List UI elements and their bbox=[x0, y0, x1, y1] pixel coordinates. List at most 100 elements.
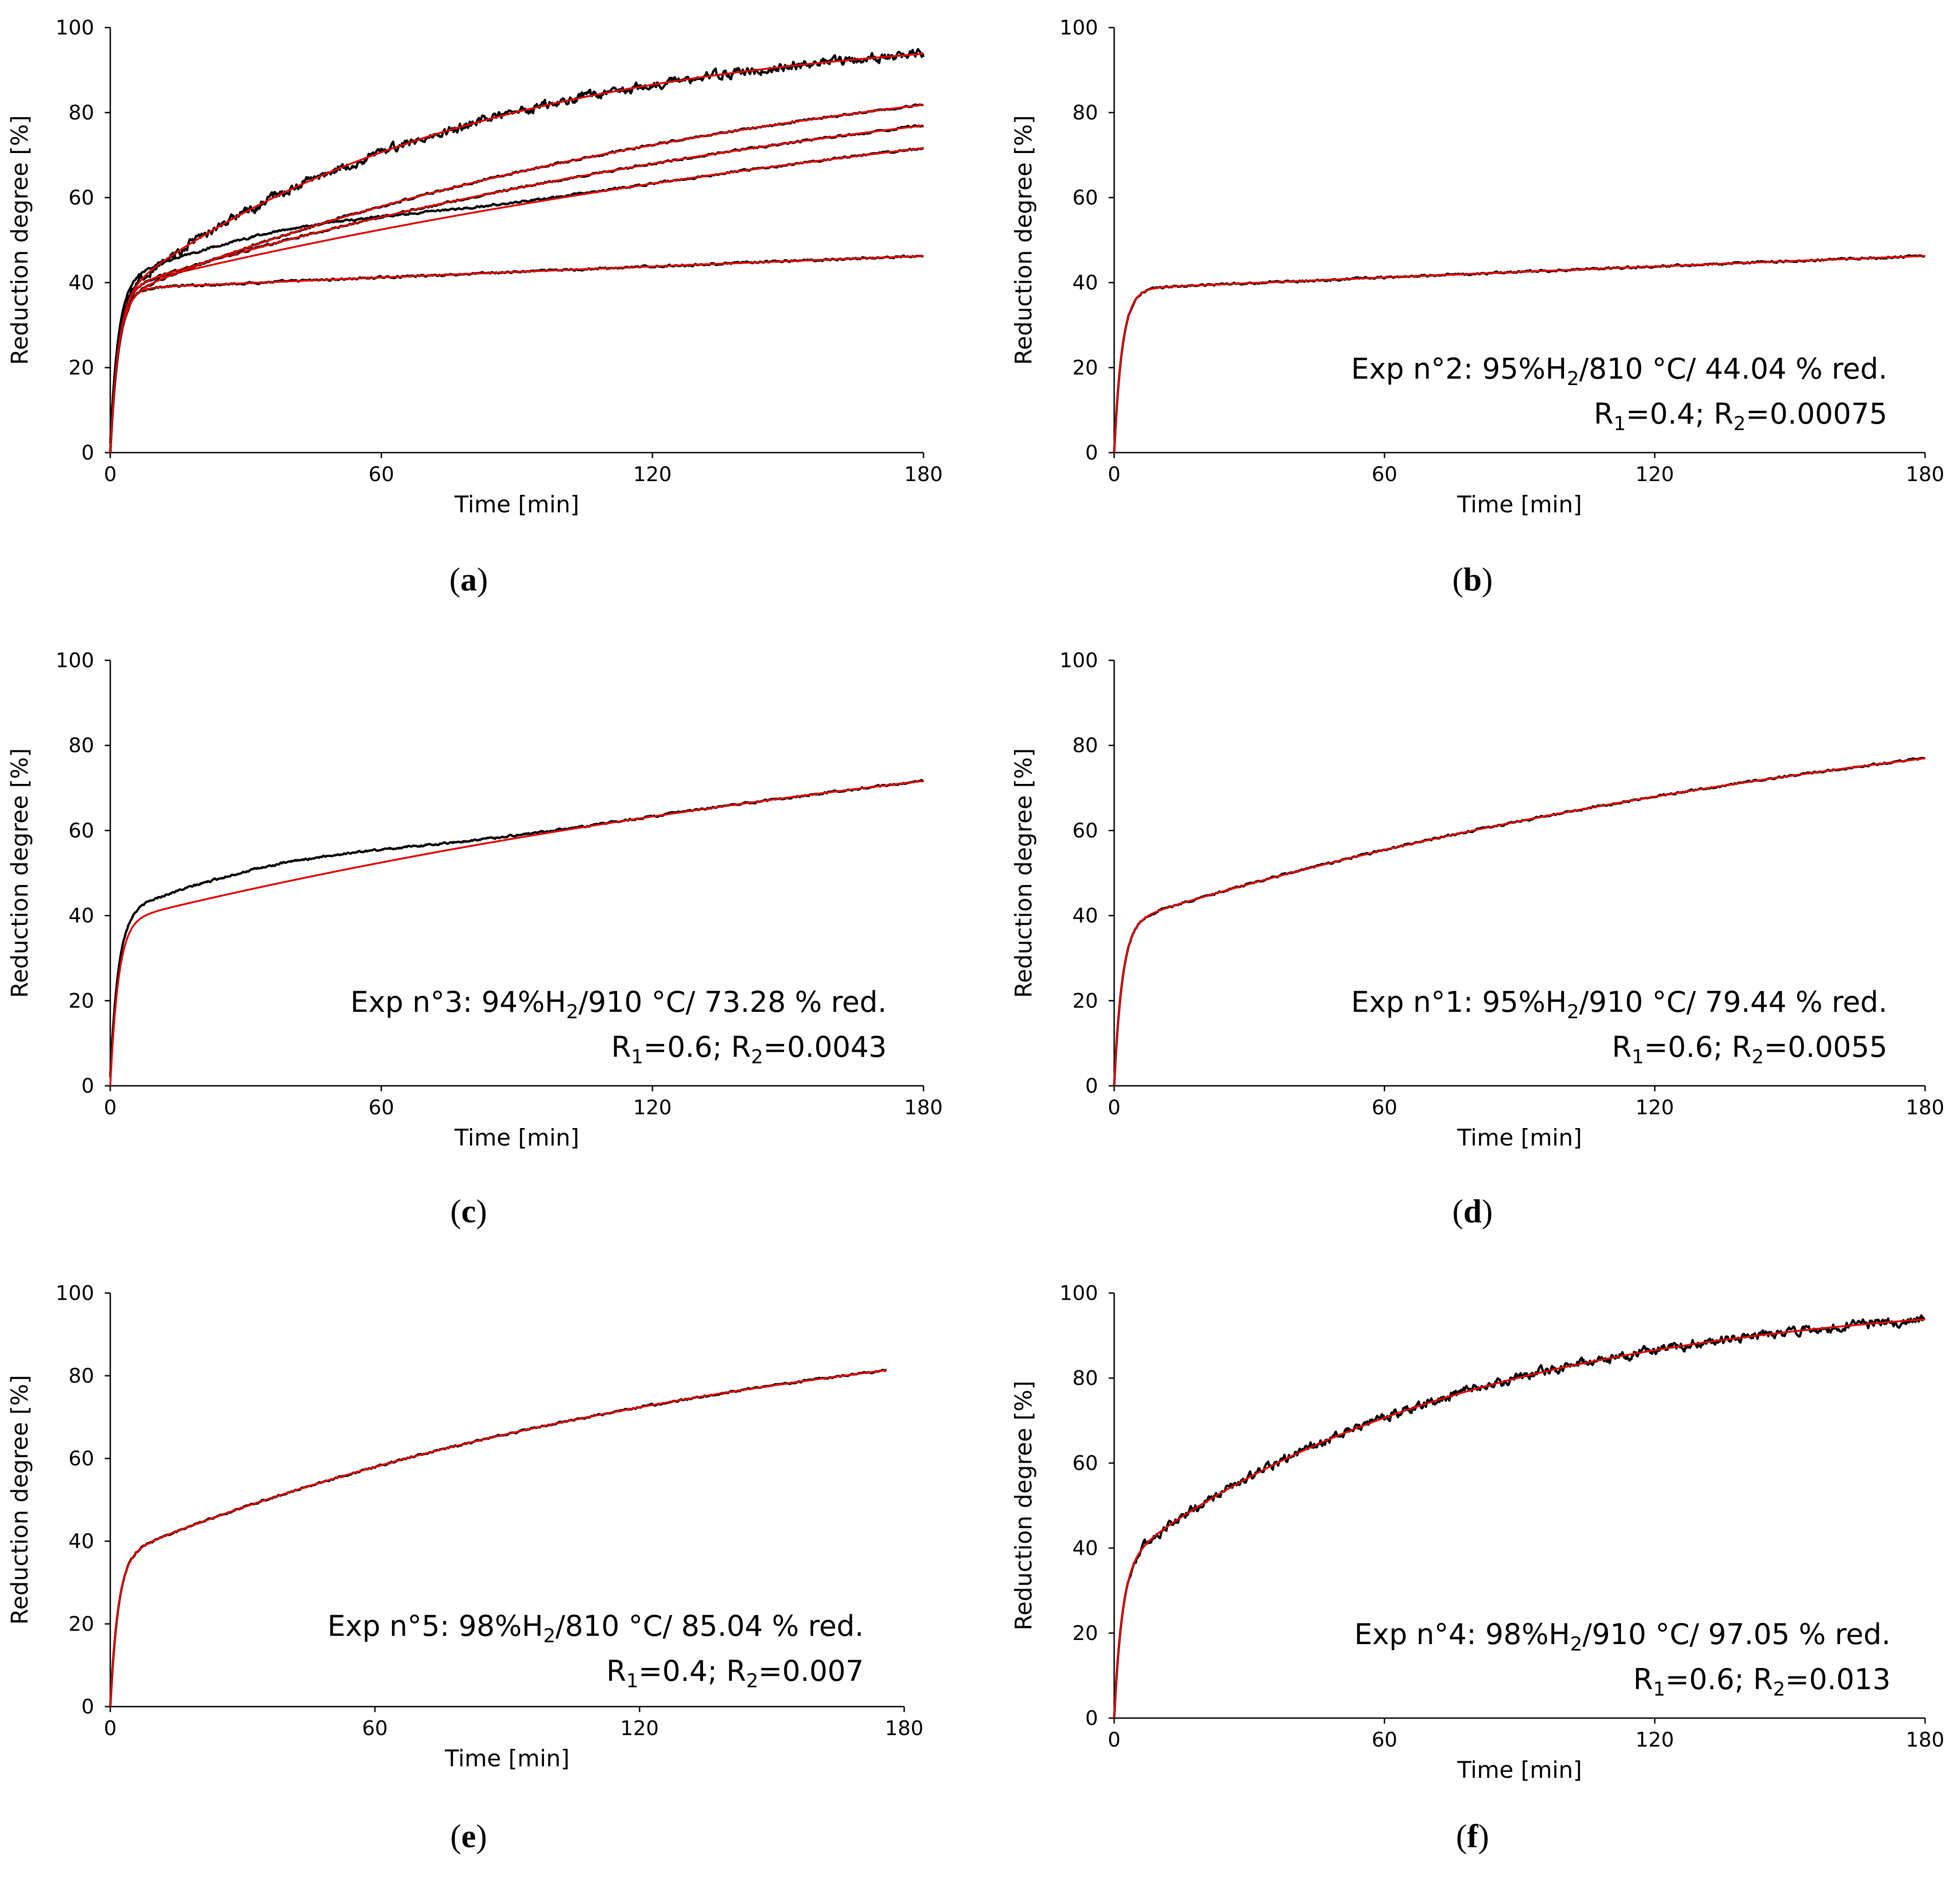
y-tick-label: 60 bbox=[1072, 186, 1098, 210]
y-tick-label: 100 bbox=[1059, 649, 1098, 672]
chart-panel-a: 0 20 40 60 80 100 0 60 120 180 Time [min] Reduction… bbox=[6, 16, 943, 598]
annotation-suffix: /810 °C/ 85.04 % red. bbox=[555, 1609, 864, 1643]
x-tick-label: 60 bbox=[368, 463, 394, 486]
x-tick-label: 60 bbox=[1371, 1096, 1397, 1119]
y-tick-label: 20 bbox=[1072, 356, 1098, 380]
y-tick-label: 80 bbox=[1072, 101, 1098, 125]
y-axis-title: Reduction degree [%] bbox=[6, 1375, 33, 1624]
x-tick-label: 0 bbox=[1108, 1728, 1121, 1752]
experimental-line bbox=[109, 147, 924, 444]
x-axis-title: Time [min] bbox=[454, 1124, 579, 1151]
x-tick-label: 120 bbox=[620, 1717, 659, 1740]
x-tick-label: 180 bbox=[904, 463, 943, 486]
x-tick-label: 120 bbox=[633, 1096, 672, 1119]
annotation-prefix: Exp n°3: 94%H bbox=[351, 985, 566, 1019]
x-tick-label: 120 bbox=[1636, 1096, 1674, 1119]
rate-constants-annotation: R1=0.6; R2=0.0055 bbox=[1612, 1030, 1887, 1068]
model-fit-line bbox=[109, 780, 924, 1086]
annotation-prefix: Exp n°4: 98%H bbox=[1354, 1617, 1570, 1651]
y-tick-label: 60 bbox=[68, 819, 94, 842]
y-tick-label: 80 bbox=[1072, 1367, 1098, 1390]
y-tick-label: 80 bbox=[68, 734, 94, 757]
y-tick-label: 80 bbox=[1072, 734, 1098, 757]
y-tick-label: 100 bbox=[1059, 16, 1098, 40]
model-fit-line bbox=[1113, 757, 1926, 1086]
rate-constants-annotation: R1=0.4; R2=0.00075 bbox=[1594, 397, 1887, 435]
model-fit-line bbox=[109, 53, 924, 453]
y-axis-title: Reduction degree [%] bbox=[6, 748, 33, 998]
chart-panel-e: 0 20 40 60 80 100 0 60 120 180 Time [min] Reduction… bbox=[6, 1282, 923, 1855]
experiment-annotation: Exp n°1: 95%H2/910 °C/ 79.44 % red. bbox=[1351, 985, 1887, 1023]
x-tick-label: 120 bbox=[1636, 463, 1674, 486]
y-tick-label: 40 bbox=[1072, 271, 1098, 295]
model-fit-line bbox=[1113, 1318, 1926, 1719]
y-tick-label: 40 bbox=[68, 271, 94, 295]
r2-value: =0.00075 bbox=[1746, 397, 1887, 431]
x-tick-label: 60 bbox=[1371, 1728, 1397, 1752]
experimental-line bbox=[109, 103, 924, 453]
y-tick-label: 40 bbox=[68, 904, 94, 928]
x-axis-title: Time [min] bbox=[1457, 491, 1582, 518]
y-tick-label: 0 bbox=[81, 1074, 94, 1098]
y-tick-label: 0 bbox=[1085, 1074, 1098, 1098]
y-tick-label: 20 bbox=[68, 356, 94, 380]
x-tick-label: 60 bbox=[362, 1717, 388, 1740]
model-fit-line bbox=[109, 103, 924, 453]
model-fit-line bbox=[109, 147, 924, 453]
annotation-suffix: /910 °C/ 79.44 % red. bbox=[1579, 985, 1887, 1019]
x-tick-label: 120 bbox=[633, 463, 672, 486]
panel-caption: (e) bbox=[450, 1818, 487, 1855]
r2-value: =0.0043 bbox=[763, 1030, 887, 1064]
x-tick-label: 120 bbox=[1636, 1728, 1674, 1752]
r2-value: =0.0055 bbox=[1764, 1030, 1887, 1064]
rate-constants-annotation: R1=0.6; R2=0.0043 bbox=[611, 1030, 887, 1068]
y-tick-label: 20 bbox=[68, 1612, 94, 1636]
y-tick-label: 40 bbox=[1072, 904, 1098, 928]
x-tick-label: 60 bbox=[368, 1096, 394, 1119]
y-tick-label: 80 bbox=[68, 101, 94, 125]
experiment-annotation: Exp n°4: 98%H2/910 °C/ 97.05 % red. bbox=[1354, 1617, 1891, 1655]
y-axis-title: Reduction degree [%] bbox=[1010, 748, 1037, 998]
x-axis-title: Time [min] bbox=[444, 1745, 570, 1772]
panel-caption: (d) bbox=[1452, 1193, 1493, 1230]
chart-panel-f: 0 20 40 60 80 100 0 60 120 180 Time [min] Reduction… bbox=[1010, 1282, 1944, 1855]
y-tick-label: 40 bbox=[1072, 1537, 1098, 1560]
rate-constants-annotation: R1=0.4; R2=0.007 bbox=[606, 1654, 864, 1692]
x-tick-label: 0 bbox=[1108, 1096, 1121, 1119]
y-axis-title: Reduction degree [%] bbox=[1010, 115, 1037, 365]
x-tick-label: 180 bbox=[885, 1717, 923, 1740]
experiment-annotation: Exp n°3: 94%H2/910 °C/ 73.28 % red. bbox=[351, 985, 887, 1023]
y-tick-label: 20 bbox=[1072, 989, 1098, 1013]
y-axis-title: Reduction degree [%] bbox=[6, 115, 33, 365]
experiment-annotation: Exp n°5: 98%H2/810 °C/ 85.04 % red. bbox=[328, 1609, 864, 1647]
experimental-line bbox=[109, 124, 924, 453]
r1-value: =0.6; R bbox=[643, 1030, 751, 1064]
r2-value: =0.013 bbox=[1785, 1662, 1891, 1696]
y-tick-label: 0 bbox=[81, 1695, 94, 1719]
annotation-subscript: 2 bbox=[1567, 367, 1579, 390]
x-tick-label: 0 bbox=[1108, 463, 1121, 486]
annotation-subscript: 2 bbox=[566, 1000, 578, 1023]
x-tick-label: 60 bbox=[1371, 463, 1397, 486]
experimental-line bbox=[109, 254, 924, 453]
r1-value: =0.6; R bbox=[1665, 1662, 1773, 1696]
x-tick-label: 180 bbox=[1906, 1728, 1944, 1752]
model-fit-line bbox=[1113, 255, 1926, 453]
panel-caption: (c) bbox=[450, 1193, 487, 1230]
y-tick-label: 0 bbox=[1085, 441, 1098, 465]
r1-value: =0.6; R bbox=[1644, 1030, 1751, 1064]
r1-value: =0.4; R bbox=[639, 1654, 746, 1688]
x-tick-label: 180 bbox=[1906, 463, 1944, 486]
x-tick-label: 0 bbox=[104, 1717, 117, 1740]
annotation-suffix: /810 °C/ 44.04 % red. bbox=[1579, 352, 1887, 386]
annotation-subscript: 2 bbox=[1567, 1000, 1579, 1023]
x-tick-label: 0 bbox=[104, 463, 117, 486]
y-tick-label: 60 bbox=[68, 1447, 94, 1470]
annotation-suffix: /910 °C/ 97.05 % red. bbox=[1582, 1617, 1891, 1651]
chart-panel-c: 0 20 40 60 80 100 0 60 120 180 Time [min] Reduction… bbox=[6, 649, 943, 1230]
y-tick-label: 100 bbox=[56, 16, 94, 40]
y-tick-label: 100 bbox=[1059, 1282, 1098, 1305]
x-axis-title: Time [min] bbox=[1457, 1757, 1582, 1783]
annotation-subscript: 2 bbox=[543, 1624, 555, 1647]
r2-value: =0.007 bbox=[759, 1654, 864, 1688]
